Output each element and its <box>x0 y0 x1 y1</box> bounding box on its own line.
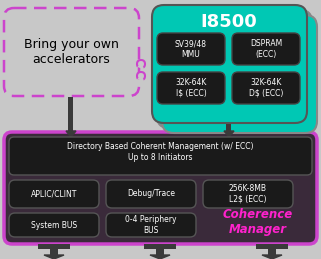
Text: I8500: I8500 <box>201 13 257 31</box>
Text: System BUS: System BUS <box>31 220 77 229</box>
Bar <box>156 244 164 258</box>
FancyBboxPatch shape <box>162 15 317 133</box>
FancyBboxPatch shape <box>137 60 145 68</box>
FancyBboxPatch shape <box>137 72 145 80</box>
Bar <box>227 124 231 131</box>
Polygon shape <box>224 131 234 137</box>
FancyBboxPatch shape <box>106 213 196 237</box>
Bar <box>38 244 70 249</box>
Text: DSPRAM
(ECC): DSPRAM (ECC) <box>250 39 282 59</box>
Text: Bring your own
accelerators: Bring your own accelerators <box>23 38 118 66</box>
FancyBboxPatch shape <box>232 33 300 65</box>
Text: Coherence
Manager: Coherence Manager <box>223 208 293 236</box>
Polygon shape <box>262 255 282 259</box>
FancyBboxPatch shape <box>9 180 99 208</box>
Bar <box>268 244 276 258</box>
Text: SV39/48
MMU: SV39/48 MMU <box>175 39 207 59</box>
Bar <box>256 244 288 249</box>
FancyBboxPatch shape <box>157 10 312 128</box>
Polygon shape <box>44 255 64 259</box>
Bar <box>68 97 74 131</box>
Polygon shape <box>66 131 76 137</box>
FancyBboxPatch shape <box>232 72 300 104</box>
Polygon shape <box>150 255 170 259</box>
FancyBboxPatch shape <box>4 8 139 96</box>
FancyBboxPatch shape <box>157 72 225 104</box>
FancyBboxPatch shape <box>9 213 99 237</box>
Text: 32K-64K
D$ (ECC): 32K-64K D$ (ECC) <box>249 78 283 98</box>
Text: APLIC/CLINT: APLIC/CLINT <box>31 190 77 198</box>
FancyBboxPatch shape <box>157 33 225 65</box>
Bar <box>50 244 58 258</box>
FancyBboxPatch shape <box>9 137 312 175</box>
Text: 0-4 Periphery
BUS: 0-4 Periphery BUS <box>125 215 177 235</box>
FancyBboxPatch shape <box>106 180 196 208</box>
Text: 256K-8MB
L2$ (ECC): 256K-8MB L2$ (ECC) <box>229 184 267 204</box>
FancyBboxPatch shape <box>203 180 293 208</box>
Text: Debug/Trace: Debug/Trace <box>127 190 175 198</box>
Text: Directory Based Coherent Management (w/ ECC)
Up to 8 Initiators: Directory Based Coherent Management (w/ … <box>67 142 253 162</box>
Text: 32K-64K
I$ (ECC): 32K-64K I$ (ECC) <box>175 78 207 98</box>
FancyBboxPatch shape <box>152 5 307 123</box>
FancyBboxPatch shape <box>4 132 317 244</box>
Bar <box>144 244 176 249</box>
